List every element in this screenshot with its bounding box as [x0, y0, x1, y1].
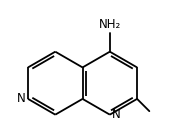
Text: NH₂: NH₂	[99, 18, 121, 31]
Text: N: N	[112, 108, 121, 121]
Text: N: N	[17, 92, 26, 105]
